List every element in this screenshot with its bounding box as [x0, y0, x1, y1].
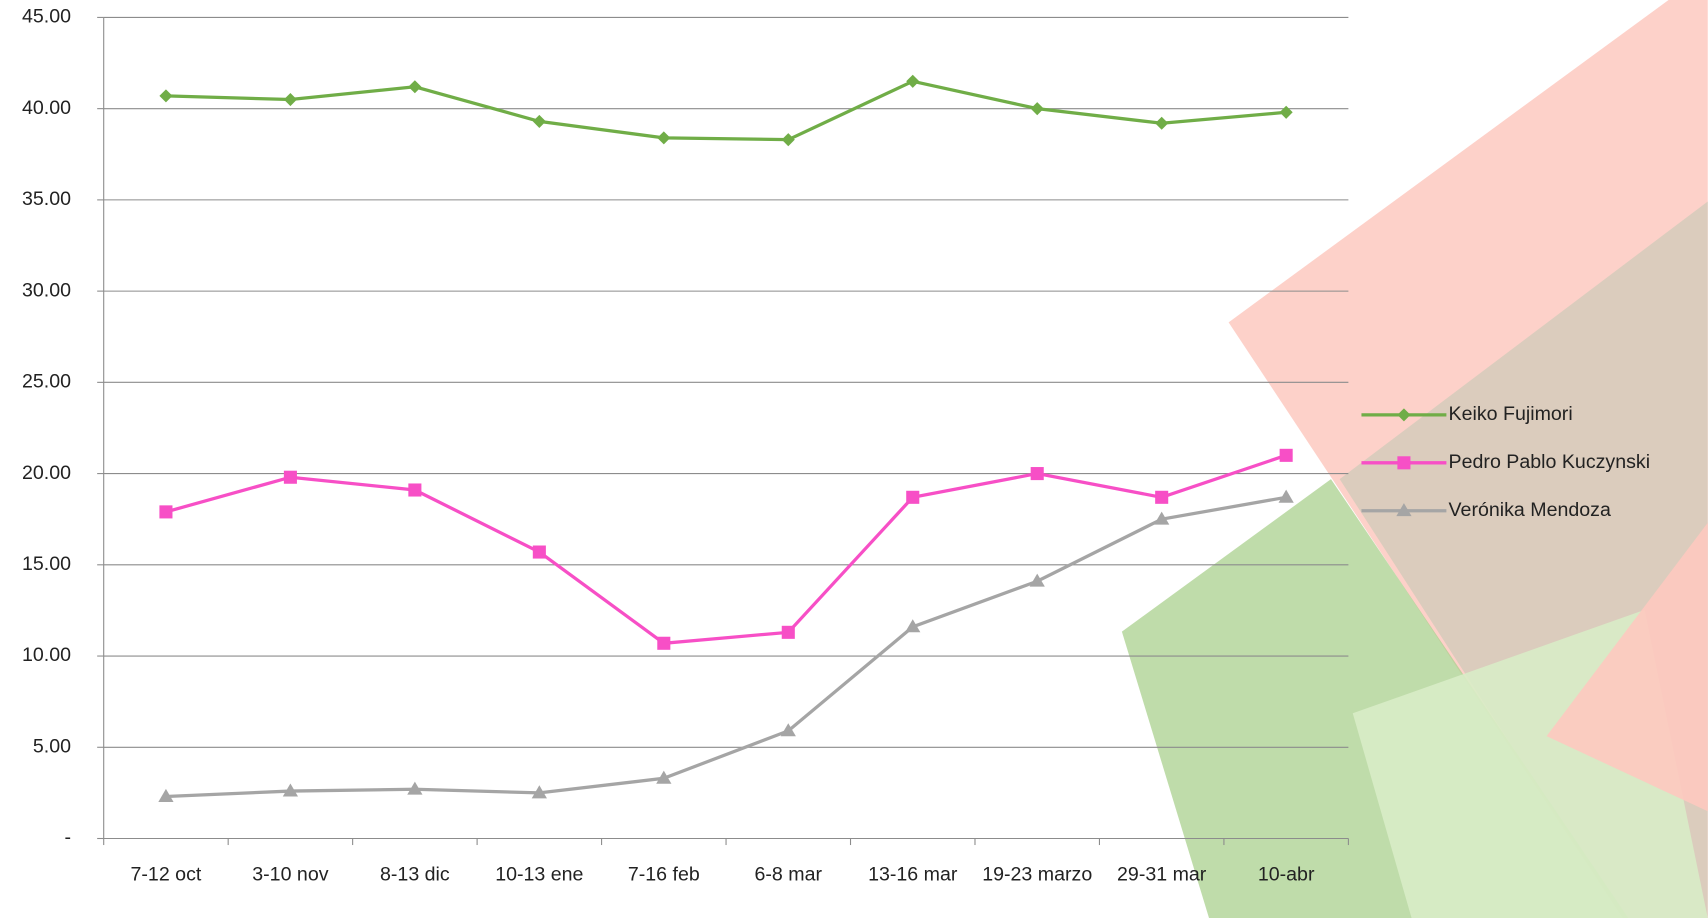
x-tick-label: 19-23 marzo — [982, 864, 1092, 886]
marker — [1396, 503, 1412, 517]
series-line — [165, 79, 1287, 142]
marker — [1279, 448, 1293, 462]
x-tick-label: 8-13 dic — [380, 864, 450, 886]
marker — [1279, 105, 1293, 119]
marker — [1154, 511, 1170, 525]
legend-label: Pedro Pablo Kuczynski — [1449, 451, 1651, 473]
x-tick-label: 29-31 mar — [1117, 864, 1207, 886]
marker — [283, 92, 297, 107]
y-tick-label: 5.00 — [33, 735, 71, 757]
marker — [657, 131, 671, 145]
series-line — [165, 453, 1287, 645]
y-tick-label: 20.00 — [22, 462, 71, 484]
x-tick-label: 10-abr — [1258, 864, 1315, 886]
x-tick-label: 6-8 mar — [755, 864, 823, 886]
marker — [1278, 489, 1294, 503]
y-tick-label: 10.00 — [22, 644, 71, 666]
marker — [1397, 456, 1411, 470]
marker — [1155, 490, 1169, 504]
marker — [906, 490, 920, 504]
x-tick-label: 3-10 nov — [252, 864, 328, 886]
marker — [159, 89, 173, 103]
y-tick-label: 30.00 — [22, 279, 71, 301]
marker — [408, 483, 422, 497]
marker — [657, 636, 671, 650]
marker — [159, 505, 173, 519]
marker — [408, 80, 422, 94]
y-tick-label: 15.00 — [22, 553, 71, 575]
y-tick-label: 40.00 — [22, 97, 71, 119]
y-tick-label: - — [65, 827, 72, 849]
legend-label: Verónika Mendoza — [1449, 499, 1611, 521]
x-tick-label: 7-16 feb — [628, 864, 700, 886]
marker — [282, 783, 299, 797]
marker — [905, 619, 921, 633]
marker — [1155, 116, 1169, 130]
marker — [906, 74, 920, 88]
y-tick-label: 25.00 — [22, 371, 71, 393]
marker — [1030, 102, 1044, 116]
legend-label: Keiko Fujimori — [1449, 403, 1573, 425]
marker — [532, 114, 546, 128]
series-line — [165, 495, 1287, 799]
y-tick-label: 35.00 — [22, 188, 71, 210]
y-tick-label: 45.00 — [22, 6, 71, 28]
x-tick-label: 13-16 mar — [868, 864, 958, 886]
marker — [780, 723, 796, 737]
marker — [407, 781, 423, 795]
marker — [158, 788, 174, 802]
marker — [1030, 467, 1044, 481]
marker — [781, 133, 795, 147]
marker — [532, 545, 546, 559]
marker — [656, 770, 672, 784]
marker — [283, 470, 297, 484]
x-tick-label: 10-13 ene — [495, 864, 583, 886]
background-decoration — [1121, 0, 1708, 918]
marker — [781, 625, 795, 639]
marker — [531, 785, 547, 799]
marker — [1029, 573, 1045, 587]
x-tick-label: 7-12 oct — [131, 864, 202, 886]
